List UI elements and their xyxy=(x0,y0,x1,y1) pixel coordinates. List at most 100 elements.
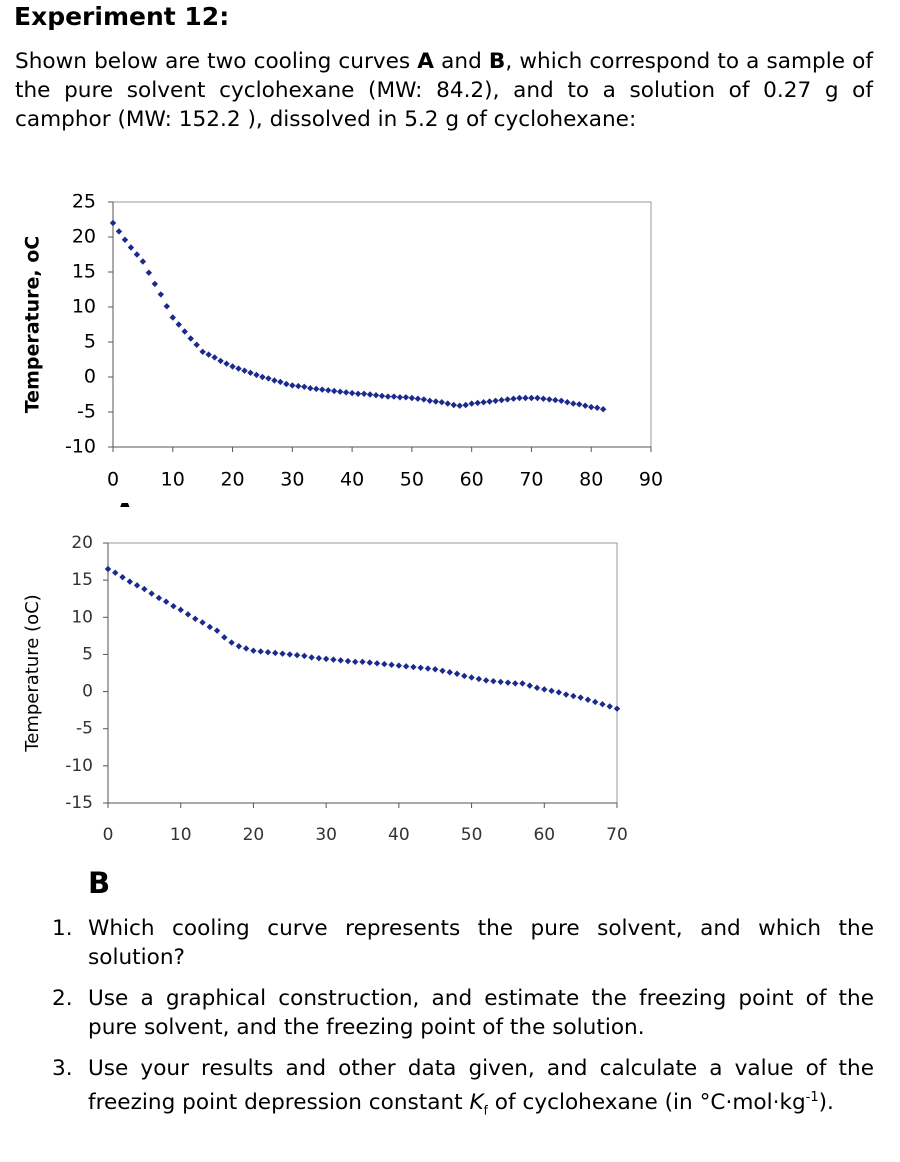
data-point xyxy=(199,348,206,355)
data-point xyxy=(119,573,126,581)
data-point xyxy=(211,354,218,361)
data-point xyxy=(342,389,350,396)
data-point xyxy=(599,701,606,708)
question: 1. Which cooling curve represents the pur… xyxy=(52,916,874,970)
data-point xyxy=(522,394,529,402)
data-point xyxy=(325,387,332,394)
chart-caption: B xyxy=(88,866,111,900)
data-point xyxy=(187,335,194,342)
data-point xyxy=(504,396,511,403)
data-point xyxy=(169,314,176,321)
data-point xyxy=(271,377,278,384)
data-point xyxy=(482,677,490,684)
data-point xyxy=(504,679,512,686)
data-point xyxy=(170,602,177,610)
y-tick-label: 20 xyxy=(72,226,96,248)
text: K xyxy=(469,1090,484,1116)
x-tick-label: 10 xyxy=(170,825,192,845)
data-point xyxy=(402,394,410,401)
data-point xyxy=(426,397,434,404)
text: Use your results and other data given, a… xyxy=(88,1056,874,1116)
text: Use a graphical construction, and estima… xyxy=(88,986,874,1040)
y-axis-label: Temperature (oC) xyxy=(22,594,43,752)
data-point xyxy=(157,291,165,298)
data-point xyxy=(564,399,571,406)
text: of cyclohexane (in °C·mol·kg xyxy=(487,1090,806,1116)
plot-frame xyxy=(112,201,652,448)
y-tick-label: 5 xyxy=(84,331,96,353)
text: and xyxy=(434,49,489,74)
data-point xyxy=(319,386,326,393)
data-point xyxy=(253,371,260,379)
question-list: 1. Which cooling curve represents the pur… xyxy=(52,914,874,1138)
x-tick-label: 80 xyxy=(579,469,603,491)
data-point xyxy=(177,606,184,614)
x-tick-label: 0 xyxy=(103,825,114,845)
y-tick-label: -5 xyxy=(76,719,93,739)
data-point xyxy=(155,594,163,602)
data-point xyxy=(446,669,453,676)
data-point xyxy=(272,649,279,657)
data-point xyxy=(439,667,446,674)
data-point xyxy=(533,684,541,692)
data-point xyxy=(235,643,243,650)
question: 3. Use your results and other data given,… xyxy=(52,1056,874,1118)
data-point xyxy=(424,665,432,672)
data-point xyxy=(162,598,170,605)
data-point xyxy=(199,619,206,626)
data-point xyxy=(410,663,417,671)
data-point xyxy=(330,656,337,663)
data-point xyxy=(492,397,499,404)
data-point xyxy=(414,395,422,402)
data-point xyxy=(474,399,481,407)
data-point xyxy=(112,569,119,576)
data-point xyxy=(104,565,112,573)
data-point xyxy=(250,647,257,654)
data-point xyxy=(313,385,320,393)
data-point xyxy=(175,321,182,328)
y-tick-label: 5 xyxy=(82,644,93,664)
data-point xyxy=(606,703,613,710)
text: Shown below are two cooling curves xyxy=(15,49,418,74)
data-point xyxy=(322,655,330,663)
y-tick-label: -5 xyxy=(77,401,96,423)
data-point xyxy=(486,398,493,405)
data-point xyxy=(213,627,221,634)
data-point xyxy=(599,406,607,413)
x-tick-label: 40 xyxy=(340,469,364,491)
data-point xyxy=(456,402,463,409)
data-point xyxy=(295,382,302,390)
data-point xyxy=(115,228,123,235)
data-point xyxy=(145,269,153,276)
data-point xyxy=(235,365,242,372)
text: , which correspond to a sample of the pu… xyxy=(15,49,873,132)
x-tick-label: 20 xyxy=(243,825,265,845)
data-point xyxy=(402,663,410,670)
y-tick-label: 25 xyxy=(72,191,96,213)
data-point xyxy=(408,394,416,402)
data-point xyxy=(562,691,570,698)
data-point xyxy=(139,258,147,265)
data-point xyxy=(259,373,266,381)
x-tick-label: 50 xyxy=(400,469,424,491)
x-tick-label: 30 xyxy=(315,825,337,845)
data-point xyxy=(337,657,344,664)
x-tick-label: 20 xyxy=(220,469,244,491)
heading: Experiment 12: xyxy=(14,2,230,31)
data-point xyxy=(148,590,155,597)
data-point xyxy=(558,397,565,404)
data-point xyxy=(372,392,380,399)
data-point xyxy=(205,351,212,358)
data-point xyxy=(526,682,533,689)
y-tick-label: -10 xyxy=(65,756,93,776)
data-point xyxy=(552,396,559,404)
y-tick-label: 20 xyxy=(71,533,93,553)
data-point xyxy=(221,634,228,641)
data-point xyxy=(462,401,469,409)
text: B xyxy=(488,49,506,74)
text: -1 xyxy=(805,1090,819,1105)
x-tick-label: 60 xyxy=(533,825,555,845)
data-point xyxy=(519,680,526,687)
data-point xyxy=(570,400,577,407)
